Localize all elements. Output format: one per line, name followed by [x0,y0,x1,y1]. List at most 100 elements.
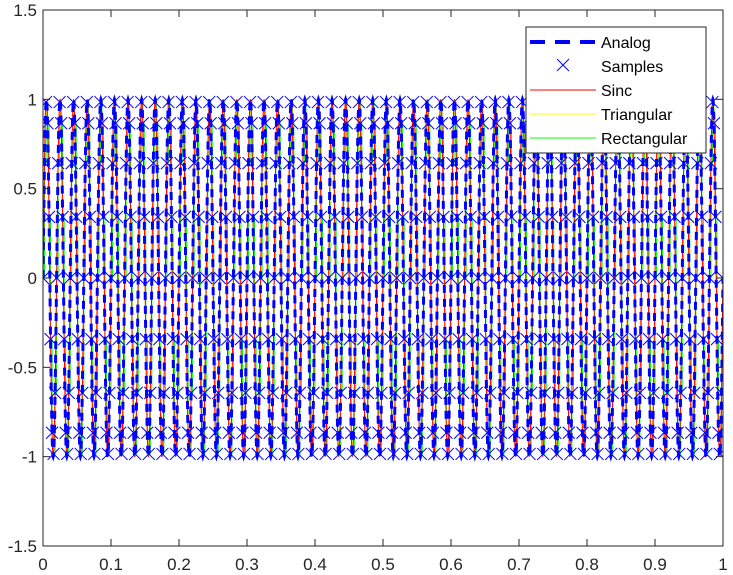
sample-marker [567,271,580,285]
sample-marker [390,271,403,285]
sample-marker [601,332,615,346]
sample-marker [659,447,672,461]
sample-marker [539,271,553,285]
sample-marker [115,447,128,461]
sample-marker [319,447,332,461]
sample-marker [59,426,73,440]
sample-marker [641,210,654,224]
sample-marker [43,210,56,224]
ticks-layer [42,9,724,547]
sample-marker [289,332,302,346]
x-tick-label: 0.5 [371,555,395,574]
sample-marker [357,332,370,346]
sample-marker [180,332,193,346]
sample-marker [367,116,381,130]
sample-marker [411,332,425,346]
sample-marker [488,95,502,109]
sample-marker [388,386,402,400]
sample-marker [425,332,438,346]
sample-marker [88,447,101,461]
sample-marker [579,386,592,400]
legend-label-samples: Samples [601,59,663,76]
sample-marker [329,332,343,346]
sample-marker [420,95,434,109]
sample-marker [56,210,69,224]
sample-marker [603,426,617,440]
sample-marker [143,386,157,400]
sample-marker [154,426,168,440]
sample-marker [325,95,338,109]
series-samples [43,95,723,461]
sample-marker [331,426,345,440]
x-tick-label: 0.7 [507,555,531,574]
sample-marker [471,271,485,285]
sample-marker [577,447,591,461]
sample-marker [285,116,299,130]
sample-marker [573,210,586,224]
sample-marker [486,156,500,170]
x-tick-label: 0 [38,555,47,574]
sample-marker [159,271,172,285]
sample-marker [437,210,450,224]
sample-marker [435,116,449,130]
sample-marker [310,156,323,170]
sample-marker [450,210,464,224]
y-axis-tick-labels: -1.5 -1 -0.5 0 0.5 1 1.5 [8,1,37,556]
sample-marker [349,271,363,285]
sample-marker [674,386,688,400]
sample-marker [709,210,722,224]
sample-marker [101,447,115,461]
sample-marker [361,386,375,400]
sample-marker [443,386,456,400]
sample-marker [545,210,559,224]
sample-marker [91,271,104,285]
sample-marker [600,210,613,224]
sample-marker [613,210,627,224]
sample-marker [619,386,633,400]
x-tick-label: 1 [718,555,727,574]
sample-marker [468,447,482,461]
sample-marker [248,332,261,346]
sample-marker [675,271,689,285]
sample-marker [230,95,243,109]
sample-marker [103,386,116,400]
sample-marker [503,116,517,130]
sample-marker [551,386,565,400]
sample-marker [586,210,600,224]
sample-marker [650,156,663,170]
sample-marker [85,332,98,346]
sample-marker [644,426,657,440]
y-tick-label: 0.5 [13,180,37,199]
sample-marker [632,447,645,461]
sample-marker [375,386,388,400]
sample-marker [364,156,378,170]
sample-marker [86,426,100,440]
sample-marker [363,271,376,285]
sample-marker [656,332,669,346]
sample-marker [137,210,151,224]
sample-marker [136,116,150,130]
sample-marker [441,447,455,461]
sample-marker [358,426,372,440]
sample-marker [328,210,341,224]
sample-marker [446,156,459,170]
sample-marker [146,156,160,170]
sample-marker [174,156,187,170]
sample-marker [157,386,171,400]
sample-marker [606,386,620,400]
sample-marker [418,156,432,170]
sample-marker [588,332,601,346]
sample-marker [381,116,394,130]
sample-marker [633,386,647,400]
sample-marker [635,271,648,285]
sample-marker [239,386,252,400]
legend-label-triangular: Triangular [601,107,673,124]
sample-marker [700,447,713,461]
sample-marker [320,386,334,400]
sample-marker [62,386,76,400]
sample-marker [604,447,618,461]
sample-marker [337,156,351,170]
sample-marker [647,386,660,400]
sample-marker [458,271,471,285]
sample-marker [500,156,514,170]
